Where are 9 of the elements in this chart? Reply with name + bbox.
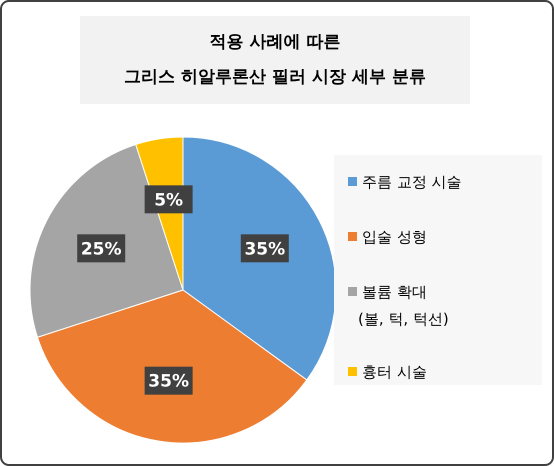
chart-title: 적용 사례에 따른 그리스 히알루론산 필러 시장 세부 분류: [124, 32, 426, 87]
data-label: 25%: [80, 239, 122, 260]
legend-label: 흉터 시술: [362, 363, 427, 381]
legend-label: 주름 교정 시술: [362, 173, 462, 191]
data-label: 35%: [148, 372, 189, 392]
legend-label: 입술 성형: [362, 228, 427, 246]
data-label: 5%: [154, 190, 184, 210]
data-label: 35%: [244, 239, 286, 260]
legend-label: 볼륨 확대 (볼, 턱, 턱선): [358, 283, 449, 328]
